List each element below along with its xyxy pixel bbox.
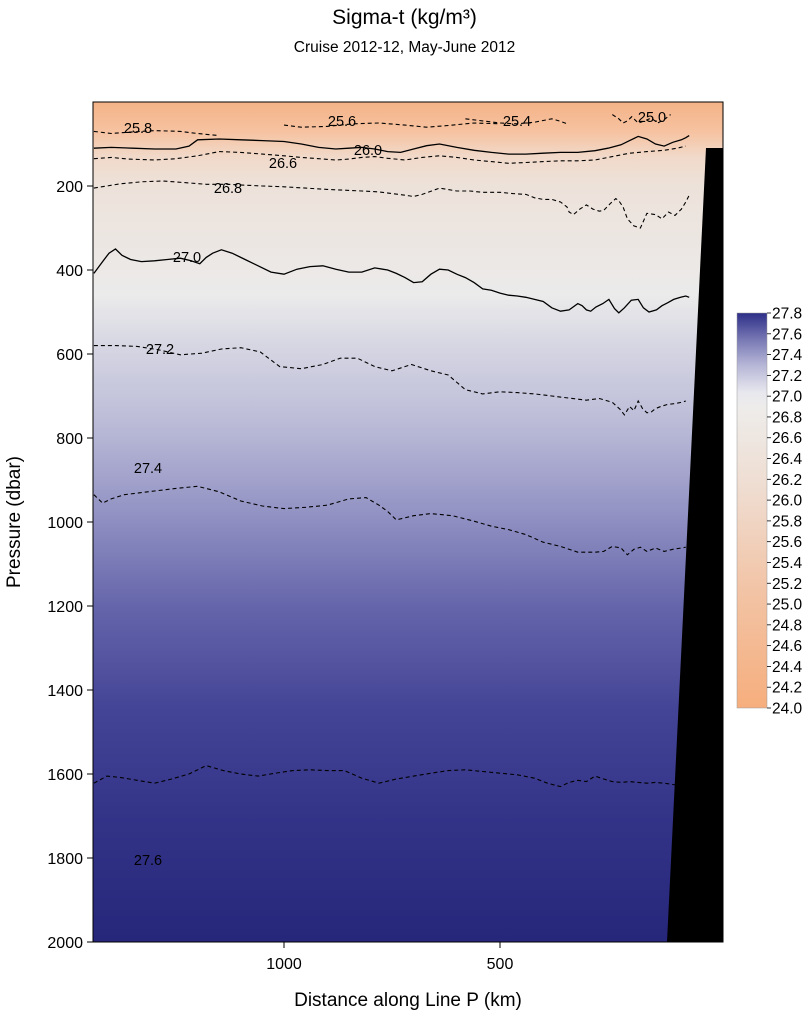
contour-label-26-0: 26.0 [354, 143, 382, 159]
contour-label-25-0: 25.0 [638, 110, 666, 126]
x-tick-label: 1000 [266, 956, 302, 973]
colorbar-gradient-bar [736, 312, 768, 709]
contour-line-27-6 [93, 765, 682, 788]
colorbar-tick-label: 26.2 [772, 472, 802, 489]
colorbar-tick-label: 26.6 [772, 430, 802, 447]
contour-lines [93, 114, 690, 788]
contour-label-26-6: 26.6 [269, 156, 297, 172]
contour-label-25-8: 25.8 [124, 121, 152, 137]
x-axis: 1000 500 [266, 942, 513, 973]
contour-label-25-4: 25.4 [503, 114, 531, 130]
y-tick-label: 1800 [47, 851, 83, 868]
contour-line-27-4 [93, 485, 686, 556]
y-tick-label: 1000 [47, 515, 83, 532]
contour-label-27-2: 27.2 [146, 342, 174, 358]
colorbar-tick-label: 27.2 [772, 368, 802, 385]
x-axis-label: Distance along Line P (km) [294, 990, 522, 1011]
colorbar-tick-label: 25.4 [772, 555, 803, 572]
colorbar-tick-label: 24.6 [772, 638, 802, 655]
colorbar-tick-label: 27.6 [772, 326, 802, 343]
colorbar-tick-label: 25.6 [772, 534, 802, 551]
colorbar-tick-label: 27.4 [772, 347, 803, 364]
contour-label-26-8: 26.8 [214, 181, 242, 197]
colorbar: 27.8 27.6 27.4 27.2 27.0 26.8 26.6 26.4 26.2 26.0… [736, 306, 803, 718]
y-tick-label: 200 [56, 179, 83, 196]
chart-subtitle: Cruise 2012-12, May-June 2012 [293, 39, 516, 56]
y-tick-label: 1200 [47, 599, 83, 616]
contour-line-27 [93, 248, 690, 314]
colorbar-tick-label: 27.0 [772, 389, 803, 406]
colorbar-tick-label: 27.8 [772, 306, 802, 323]
y-tick-label: 1600 [47, 767, 83, 784]
contour-line-27-2 [93, 345, 686, 416]
contour-line-25-6 [283, 122, 501, 128]
colorbar-tick-label: 24.4 [772, 659, 803, 676]
colorbar-tick-label: 26.4 [772, 451, 803, 468]
contour-line-25 [612, 114, 671, 124]
colorbar-tick-label: 24.2 [772, 680, 802, 697]
contour-label-27-6: 27.6 [134, 853, 162, 869]
contour-label-25-6: 25.6 [328, 114, 356, 130]
contour-label-27-0: 27.0 [173, 250, 201, 266]
colorbar-tick-label: 25.2 [772, 576, 802, 593]
plot-area: 25.8 25.6 25.4 25.0 26.0 26.6 26.8 27.0 27.2 27.4… [92, 101, 724, 943]
colorbar-tick-label: 25.0 [772, 597, 803, 614]
contour-label-27-4: 27.4 [134, 461, 162, 477]
colorbar-tick-label: 26.0 [772, 493, 803, 510]
colorbar-tick-labels: 27.8 27.6 27.4 27.2 27.0 26.8 26.6 26.4 26.2 26.0… [767, 306, 803, 718]
sigma-t-color-field [93, 102, 723, 942]
contour-line-25-8 [93, 130, 220, 137]
y-axis-label: Pressure (dbar) [4, 456, 25, 588]
y-tick-label: 600 [56, 347, 83, 364]
colorbar-tick-label: 26.8 [772, 409, 802, 426]
colorbar-tick-label: 25.8 [772, 513, 802, 530]
y-tick-label: 800 [56, 431, 83, 448]
seafloor-bathymetry [667, 148, 723, 942]
contour-line-26-8 [93, 180, 690, 229]
y-tick-label: 1400 [47, 683, 83, 700]
contour-labels: 25.8 25.6 25.4 25.0 26.0 26.6 26.8 27.0 27.2 27.4… [124, 110, 666, 869]
colorbar-tick-label: 24.8 [772, 617, 802, 634]
x-tick-label: 500 [487, 956, 514, 973]
y-axis: 200 400 600 800 1000 1200 1400 1600 1800 2000 [47, 102, 94, 952]
y-tick-label: 400 [56, 263, 83, 280]
y-tick-label: 2000 [47, 935, 83, 952]
contour-line-25-4 [465, 118, 568, 125]
chart-title: Sigma-t (kg/m³) [332, 6, 477, 29]
contour-line-26 [93, 135, 690, 155]
colorbar-tick-label: 24.0 [772, 701, 803, 718]
